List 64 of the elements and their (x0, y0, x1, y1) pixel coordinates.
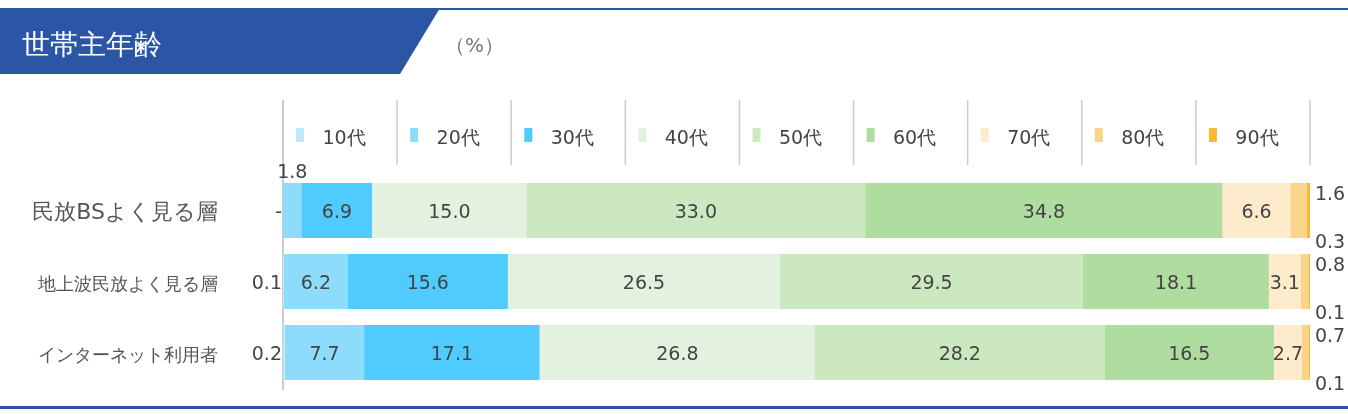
data-label: 34.8 (1022, 199, 1066, 222)
bar (507, 254, 781, 309)
legend-label: 50代 (778, 126, 823, 148)
data-label: 16.5 (1168, 341, 1211, 364)
chart-subtitle: （%） (445, 33, 505, 57)
data-label: 26.8 (656, 341, 699, 364)
y-tick-label: インターネット利用者 (38, 343, 218, 365)
legend-label: 70代 (1007, 126, 1051, 148)
data-label: 0.1 (1314, 372, 1346, 394)
data-label: 7.7 (309, 341, 340, 364)
bar (1301, 325, 1309, 380)
data-label: 6.9 (321, 199, 353, 222)
chart-title: 世帯主年齢 (22, 28, 162, 61)
bar (539, 325, 815, 380)
bar (1274, 325, 1302, 380)
bar (1268, 254, 1301, 309)
bar (372, 183, 527, 238)
data-label: 1.6 (1314, 182, 1346, 204)
bar (347, 254, 508, 309)
data-label: 6.2 (300, 270, 331, 293)
y-tick-label: 地上波民放よく見る層 (37, 272, 218, 294)
data-label: 3.1 (1269, 270, 1300, 293)
data-label: 0.2 (251, 341, 282, 364)
legend-label: 40代 (664, 126, 708, 148)
legend-label: 20代 (436, 126, 480, 148)
y-tick-label: 民放BSよく見る層 (32, 198, 218, 224)
bar (526, 183, 866, 238)
bar (814, 325, 1105, 380)
bar (301, 183, 373, 238)
data-label: 0.8 (1314, 253, 1346, 275)
data-label: 18.1 (1154, 270, 1198, 293)
data-label: 2.7 (1272, 341, 1304, 364)
data-label: 0.1 (1314, 301, 1346, 323)
data-label: 29.5 (910, 270, 953, 293)
data-label: 15.0 (428, 199, 471, 222)
data-label: 1.8 (277, 160, 308, 182)
bar (1222, 183, 1291, 238)
data-label: 28.2 (938, 341, 981, 364)
bar (1104, 325, 1275, 380)
data-label: 33.0 (674, 199, 718, 222)
data-label: 17.1 (430, 341, 474, 364)
legend-label: 60代 (893, 126, 937, 148)
legend-label: 10代 (322, 126, 366, 148)
data-label: 0.7 (1314, 324, 1346, 346)
data-label: 26.5 (622, 270, 666, 293)
data-label: 15.6 (406, 270, 449, 293)
legend-label: 30代 (550, 126, 594, 148)
bar (364, 325, 540, 380)
data-label: 0.3 (1314, 230, 1346, 252)
bar (780, 254, 1084, 309)
legend-label: 90代 (1235, 126, 1279, 148)
bar (283, 183, 302, 238)
data-label: 6.6 (1241, 199, 1272, 222)
bar (1290, 183, 1307, 238)
data-label: 0.1 (251, 270, 282, 293)
bar (1300, 254, 1309, 309)
bar (1083, 254, 1269, 309)
bar (865, 183, 1223, 238)
bar (285, 325, 365, 380)
bar (1306, 183, 1310, 238)
bar (284, 254, 348, 309)
bar (283, 325, 286, 380)
text: - (275, 199, 282, 222)
legend-label: 80代 (1121, 126, 1165, 148)
